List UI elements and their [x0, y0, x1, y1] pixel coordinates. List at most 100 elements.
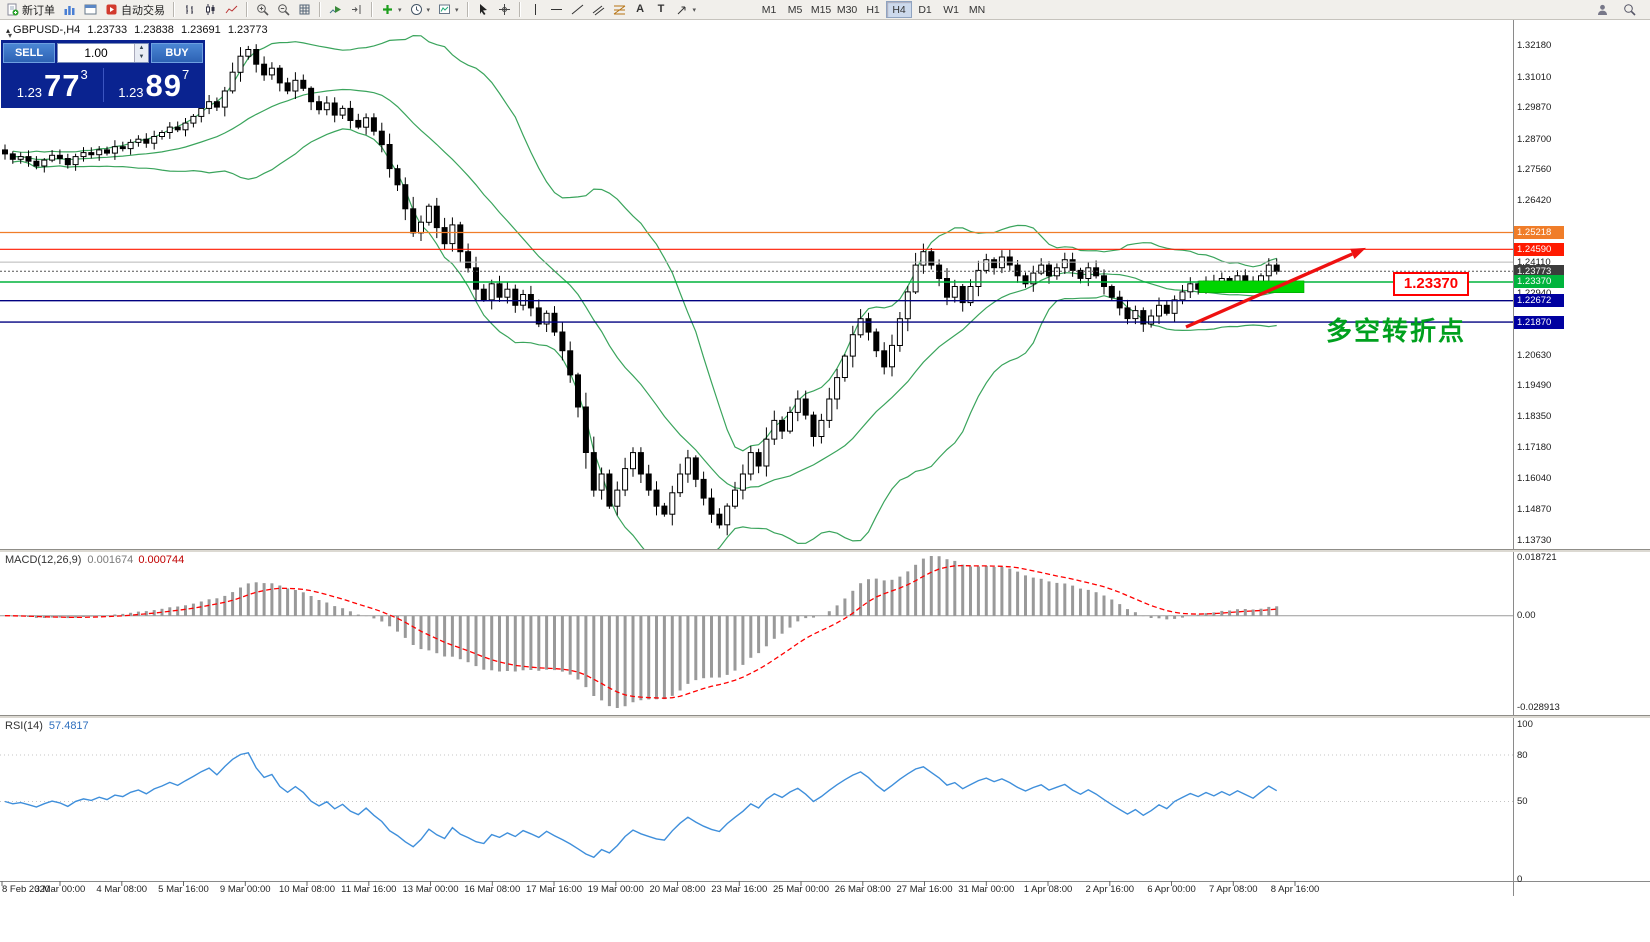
search-button[interactable] — [1619, 1, 1640, 19]
text-tool-button[interactable]: A — [630, 1, 651, 19]
timeframe-button-MN[interactable]: MN — [964, 1, 990, 18]
template-chart-icon — [438, 3, 451, 16]
cursor-button[interactable] — [473, 1, 494, 19]
macd-signal-value: 0.000744 — [138, 554, 185, 566]
panel-separator[interactable] — [0, 715, 1650, 718]
price-annotation-box[interactable]: 1.23370 — [1393, 272, 1469, 296]
symbol-timeframe: GBPUSD-,H4 — [13, 24, 81, 36]
grid-toggle-button[interactable] — [294, 1, 315, 19]
fibonacci-tool-button[interactable] — [609, 1, 630, 19]
one-click-trading-panel: SELL 1.00 ▲ ▼ BUY 1.23 77 3 1.23 89 7 — [2, 41, 204, 107]
bollinger-middle-band — [12, 88, 1277, 490]
add-indicator-icon — [381, 3, 394, 16]
toolbar-separator — [518, 2, 521, 17]
vertical-line-tool-button[interactable] — [525, 1, 546, 19]
timeframe-button-M30[interactable]: M30 — [834, 1, 860, 18]
timeframe-button-H1[interactable]: H1 — [860, 1, 886, 18]
timeframe-button-W1[interactable]: W1 — [938, 1, 964, 18]
sell-price-prefix: 1.23 — [16, 85, 43, 100]
new-order-button[interactable]: 新订单 — [2, 1, 59, 19]
timeframe-button-M1[interactable]: M1 — [756, 1, 782, 18]
zoom-in-button[interactable] — [252, 1, 273, 19]
rsi-label: RSI(14) 57.4817 — [5, 720, 89, 732]
line-chart-button[interactable] — [221, 1, 242, 19]
rsi-value: 57.4817 — [48, 720, 89, 732]
spin-down-icon[interactable]: ▼ — [135, 53, 148, 62]
timeframe-button-M15[interactable]: M15 — [808, 1, 834, 18]
community-button[interactable] — [1592, 1, 1613, 19]
quote-panel-collapse-icon[interactable]: ▾ — [8, 31, 13, 40]
rsi-line — [4, 752, 1278, 859]
low-value: 1.23691 — [180, 24, 221, 36]
chart-shift-icon — [350, 3, 363, 16]
chart-shift-button[interactable] — [346, 1, 367, 19]
channel-icon — [592, 3, 605, 16]
close-value: 1.23773 — [227, 24, 268, 36]
panel-separator[interactable] — [0, 549, 1650, 552]
bar-chart-icon — [183, 3, 196, 16]
high-value: 1.23838 — [134, 24, 174, 36]
bollinger-lower-band — [12, 128, 1277, 549]
chevron-down-icon: ▾ — [398, 6, 402, 14]
market-watch-button[interactable] — [59, 1, 80, 19]
candlestick-chart-button[interactable] — [200, 1, 221, 19]
one-click-controls: SELL 1.00 ▲ ▼ BUY — [2, 41, 204, 64]
macd-name: MACD(12,26,9) — [5, 554, 82, 566]
vertical-line-icon — [529, 3, 542, 16]
rsi-layer — [0, 752, 1513, 859]
line-chart-icon — [225, 3, 238, 16]
buy-price-pips: 89 — [145, 68, 183, 103]
sell-button[interactable]: SELL — [3, 43, 55, 63]
toolbar-separator — [466, 2, 469, 17]
terminal-button[interactable] — [80, 1, 101, 19]
fibonacci-icon — [613, 3, 626, 16]
user-icon — [1596, 3, 1609, 16]
timeframe-button-M5[interactable]: M5 — [782, 1, 808, 18]
buy-price-display[interactable]: 1.23 89 7 — [104, 64, 205, 106]
timeframe-button-D1[interactable]: D1 — [912, 1, 938, 18]
lot-spinner: ▲ ▼ — [134, 44, 148, 62]
autotrading-button[interactable]: 自动交易 — [101, 1, 169, 19]
crosshair-button[interactable] — [494, 1, 515, 19]
toolbar-right-group — [1592, 1, 1640, 19]
auto-scroll-button[interactable] — [325, 1, 346, 19]
macd-main-value: 0.001674 — [87, 554, 134, 566]
grid-icon — [298, 3, 311, 16]
horizontal-line-tool-button[interactable] — [546, 1, 567, 19]
price-divider — [102, 68, 104, 102]
terminal-window-icon — [84, 3, 97, 16]
zoom-out-button[interactable] — [273, 1, 294, 19]
chart-ohlc-header: ▴ GBPUSD-,H4 1.23733 1.23838 1.23691 1.23… — [6, 24, 272, 36]
macd-label: MACD(12,26,9) 0.001674 0.000744 — [5, 554, 184, 566]
bar-chart-button[interactable] — [179, 1, 200, 19]
market-watch-icon — [63, 3, 76, 16]
sell-price-point: 3 — [80, 67, 88, 82]
search-icon — [1623, 3, 1636, 16]
trend-arrow-line — [1185, 252, 1353, 329]
templates-button[interactable]: ▾ — [434, 1, 463, 19]
lot-size-field[interactable]: 1.00 ▲ ▼ — [57, 43, 149, 63]
periods-button[interactable]: ▾ — [406, 1, 435, 19]
trendline-tool-button[interactable] — [567, 1, 588, 19]
candlestick-icon — [204, 3, 217, 16]
shapes-tool-button[interactable]: ▾ — [672, 1, 701, 19]
symbol-marker-icon: ▴ — [6, 26, 11, 35]
rsi-name: RSI(14) — [5, 720, 43, 732]
indicators-button[interactable]: ▾ — [377, 1, 406, 19]
lot-size-value[interactable]: 1.00 — [84, 46, 108, 60]
toolbar-separator — [246, 2, 248, 17]
buy-button[interactable]: BUY — [151, 43, 203, 63]
text-tool-icon: A — [636, 3, 645, 15]
spin-up-icon[interactable]: ▲ — [135, 44, 148, 53]
sell-price-display[interactable]: 1.23 77 3 — [2, 64, 103, 106]
open-value: 1.23733 — [87, 24, 128, 36]
new-order-label: 新订单 — [22, 4, 55, 17]
channel-tool-button[interactable] — [588, 1, 609, 19]
autotrading-icon — [105, 3, 118, 16]
timeframe-button-H4[interactable]: H4 — [886, 1, 913, 18]
turning-point-label[interactable]: 多空转折点 — [1326, 316, 1467, 346]
macd-signal-line — [4, 564, 1277, 699]
label-tool-button[interactable]: T — [651, 1, 672, 19]
